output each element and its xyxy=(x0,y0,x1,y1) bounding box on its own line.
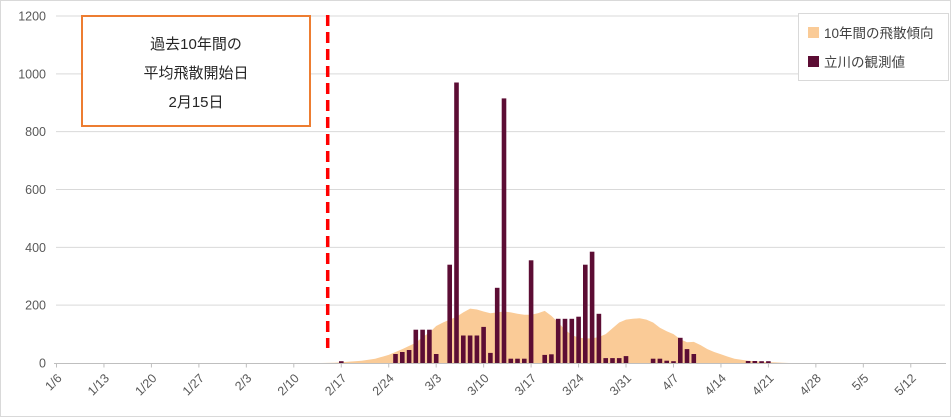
y-tick-label: 1200 xyxy=(18,10,46,24)
observed-bars xyxy=(339,82,771,364)
bar-3/17 xyxy=(528,260,534,363)
bar-3/1 xyxy=(420,329,425,363)
bar-3/29 xyxy=(610,358,615,363)
bar-3/11 xyxy=(488,352,493,363)
bar-3/21 xyxy=(555,318,561,363)
bar-3/19 xyxy=(542,354,547,363)
bar-4/5 xyxy=(657,358,663,363)
legend-item-observed: 立川の観測値 xyxy=(808,51,939,71)
bar-3/28 xyxy=(603,358,608,363)
annotation-box: 過去10年間の 平均飛散開始日 2月15日 xyxy=(81,15,311,127)
y-tick-label: 0 xyxy=(39,357,46,371)
bar-3/5 xyxy=(447,264,452,363)
x-tick-label: 5/5 xyxy=(849,371,871,393)
bar-3/24 xyxy=(576,316,581,363)
x-tick-label: 3/24 xyxy=(560,371,587,398)
legend-swatch-observed-icon xyxy=(808,55,819,67)
bar-3/10 xyxy=(481,326,486,363)
bar-3/13 xyxy=(501,98,507,364)
x-tick-label: 1/20 xyxy=(132,371,159,398)
y-tick-label: 1000 xyxy=(18,67,46,81)
bar-3/31 xyxy=(623,356,629,363)
bar-3/22 xyxy=(562,318,568,363)
bar-3/26 xyxy=(589,251,595,363)
bar-3/14 xyxy=(508,358,514,363)
x-tick-label: 4/14 xyxy=(702,371,729,398)
bar-4/10 xyxy=(691,354,697,363)
bar-3/16 xyxy=(522,358,527,363)
bar-2/17 xyxy=(339,361,344,363)
bar-4/8 xyxy=(678,337,683,363)
y-axis-labels: 0 200 400 600 800 1000 1200 xyxy=(18,10,46,371)
x-tick-label: 2/17 xyxy=(322,371,349,398)
y-tick-label: 400 xyxy=(25,241,46,255)
bar-2/27 xyxy=(406,350,412,363)
bar-4/21 xyxy=(766,361,771,363)
y-tick-label: 800 xyxy=(25,125,46,139)
trend-area xyxy=(320,308,789,363)
bar-3/3 xyxy=(433,354,439,363)
legend: 10年間の飛散傾向 立川の観測値 xyxy=(798,13,949,81)
x-tick-label: 3/31 xyxy=(607,371,634,398)
bar-3/30 xyxy=(616,358,622,363)
bar-4/18 xyxy=(745,361,751,363)
bar-2/25 xyxy=(393,354,398,363)
annotation-line-3: 2月15日 xyxy=(168,94,224,111)
bar-4/20 xyxy=(759,361,764,363)
x-tick-label: 2/3 xyxy=(232,371,254,393)
bar-3/12 xyxy=(494,287,500,363)
bar-4/7 xyxy=(671,361,676,363)
x-tick-label: 1/6 xyxy=(42,371,64,393)
x-tick-label: 3/17 xyxy=(512,371,539,398)
bar-3/20 xyxy=(549,354,554,363)
bar-3/27 xyxy=(596,313,602,363)
bar-3/8 xyxy=(467,335,473,363)
x-tick-label: 4/7 xyxy=(659,371,681,393)
x-tick-label: 1/13 xyxy=(85,371,112,398)
x-tick-label: 1/27 xyxy=(180,371,207,398)
y-tick-label: 600 xyxy=(25,183,46,197)
bar-4/4 xyxy=(650,358,656,363)
bar-3/7 xyxy=(461,335,466,363)
bar-3/2 xyxy=(427,329,432,363)
trend-area-group xyxy=(320,308,789,363)
x-tick-label: 3/10 xyxy=(465,371,492,398)
bar-3/23 xyxy=(569,318,575,363)
legend-item-trend: 10年間の飛散傾向 xyxy=(808,22,939,42)
legend-swatch-trend-icon xyxy=(808,26,819,38)
x-tick-label: 2/10 xyxy=(275,371,302,398)
bar-2/28 xyxy=(413,329,419,363)
legend-label-trend: 10年間の飛散傾向 xyxy=(824,26,934,41)
bar-4/9 xyxy=(684,349,690,363)
annotation-line-2: 平均飛散開始日 xyxy=(143,65,249,82)
bar-3/15 xyxy=(515,358,520,363)
x-tick-label: 4/21 xyxy=(749,371,776,398)
bar-4/6 xyxy=(664,360,669,363)
annotation-line-1: 過去10年間の xyxy=(150,36,242,53)
bar-3/6 xyxy=(454,82,459,363)
x-axis: 1/6 1/13 1/20 1/27 2/3 2/10 2/17 2/24 3/3 3/10 3/1… xyxy=(42,363,946,398)
x-tick-label: 5/12 xyxy=(892,371,919,398)
legend-label-observed: 立川の観測値 xyxy=(824,55,905,70)
bar-3/9 xyxy=(474,335,480,363)
x-tick-label: 4/28 xyxy=(797,371,824,398)
x-tick-label: 3/3 xyxy=(422,371,444,393)
y-tick-label: 200 xyxy=(25,299,46,313)
bar-4/19 xyxy=(752,361,758,363)
bar-3/25 xyxy=(583,264,588,363)
bar-2/26 xyxy=(400,352,405,363)
x-tick-label: 2/24 xyxy=(370,371,397,398)
